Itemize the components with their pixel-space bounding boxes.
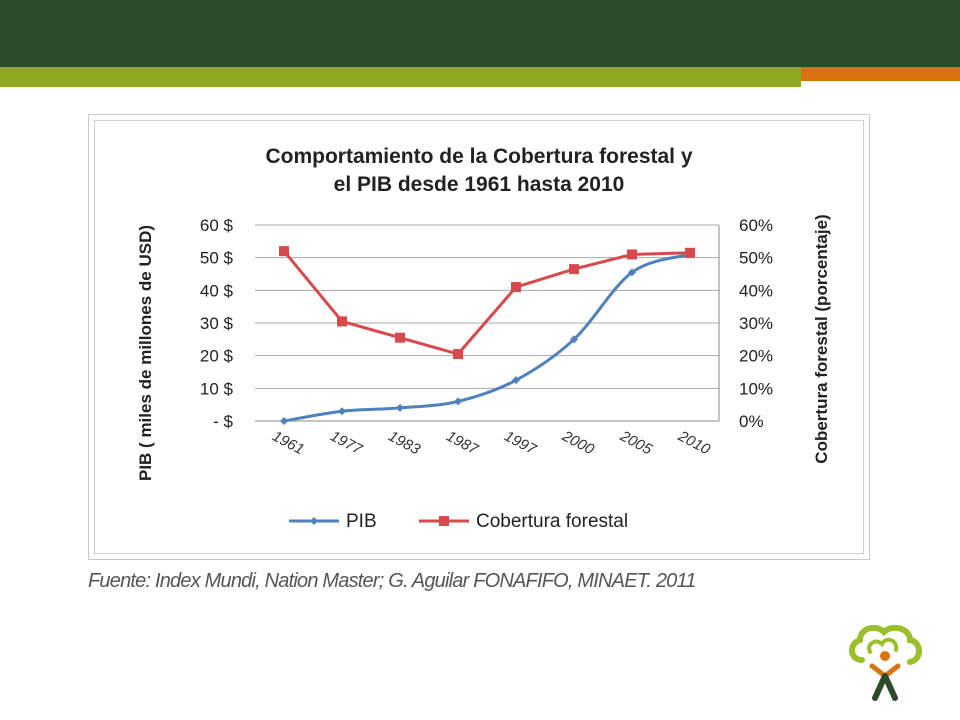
legend-marker-cobertura-forestal xyxy=(439,516,449,526)
point-cobertura-forestal xyxy=(569,264,579,275)
point-pib xyxy=(628,268,636,277)
right-tick-label: 10% xyxy=(739,379,773,398)
point-cobertura-forestal xyxy=(395,332,405,343)
right-tick-label: 50% xyxy=(739,249,773,268)
source-note: Fuente: Index Mundi, Nation Master; G. A… xyxy=(88,570,696,592)
point-cobertura-forestal xyxy=(279,246,289,257)
point-pib xyxy=(512,376,520,385)
x-tick-label: 1977 xyxy=(327,428,365,459)
point-cobertura-forestal xyxy=(453,349,463,360)
y-axis-label-left: PIB ( miles de millones de USD) xyxy=(136,225,155,481)
point-cobertura-forestal xyxy=(685,247,695,258)
legend-marker-pib xyxy=(310,517,318,525)
x-tick-label: 2005 xyxy=(617,427,656,458)
x-tick-label: 1961 xyxy=(269,428,306,459)
accent-bar-orange xyxy=(801,67,960,81)
header-bar xyxy=(0,0,960,67)
legend-label-pib: PIB xyxy=(346,511,377,532)
accent-bar-green xyxy=(0,67,801,87)
point-pib xyxy=(396,403,404,412)
left-tick-label: 30 $ xyxy=(200,314,234,333)
left-tick-label: 10 $ xyxy=(200,379,234,398)
point-cobertura-forestal xyxy=(511,282,521,293)
point-pib xyxy=(280,417,288,425)
x-tick-label: 1997 xyxy=(501,428,539,459)
left-tick-label: - $ xyxy=(213,412,233,431)
y-axis-label-right: Cobertura forestal (porcentaje) xyxy=(812,214,831,463)
left-tick-label: 50 $ xyxy=(200,249,234,268)
series-line-pib xyxy=(283,252,691,423)
point-cobertura-forestal xyxy=(337,316,347,327)
tree-person-logo-icon xyxy=(849,624,922,701)
chart-title-line2: el PIB desde 1961 hasta 2010 xyxy=(334,173,625,196)
right-tick-label: 0% xyxy=(739,412,764,431)
series-line-cobertura-forestal xyxy=(282,250,691,356)
x-tick-label: 1987 xyxy=(443,428,481,459)
left-tick-label: 20 $ xyxy=(200,347,234,366)
right-tick-label: 30% xyxy=(739,314,773,333)
right-tick-label: 60% xyxy=(739,216,773,235)
right-tick-label: 40% xyxy=(739,281,773,300)
point-pib xyxy=(454,397,462,406)
chart-area xyxy=(94,120,864,554)
chart-frame: Comportamiento de la Cobertura forestal … xyxy=(88,114,870,560)
left-tick-label: 40 $ xyxy=(200,281,234,300)
point-cobertura-forestal xyxy=(627,249,637,260)
chart-title-line1: Comportamiento de la Cobertura forestal … xyxy=(265,145,692,168)
chart: Comportamiento de la Cobertura forestal … xyxy=(136,145,831,532)
x-tick-label: 1983 xyxy=(385,428,423,459)
point-pib xyxy=(338,407,346,416)
x-tick-label: 2000 xyxy=(559,427,598,458)
right-tick-label: 20% xyxy=(739,347,773,366)
x-tick-label: 2010 xyxy=(675,427,714,458)
left-tick-label: 60 $ xyxy=(200,216,234,235)
legend-label-cobertura-forestal: Cobertura forestal xyxy=(476,511,628,532)
point-pib xyxy=(570,335,578,344)
